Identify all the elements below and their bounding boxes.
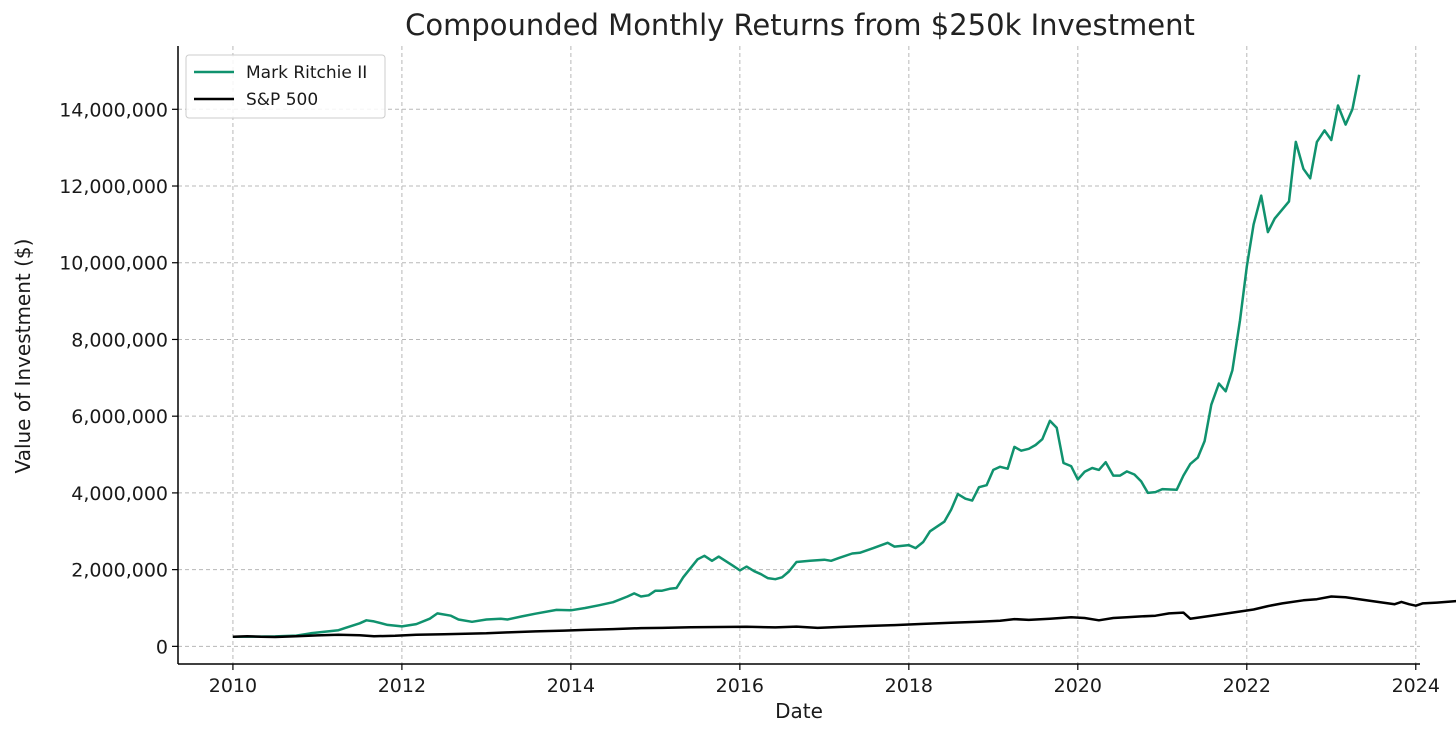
y-tick-label: 12,000,000 [59,176,168,198]
y-tick-label: 10,000,000 [59,253,168,275]
x-tick-label: 2012 [378,675,426,697]
chart-title: Compounded Monthly Returns from $250k In… [405,8,1195,42]
series-lines [232,74,1456,639]
series-line-sp500 [232,595,1456,639]
legend-label-mark-ritchie: Mark Ritchie II [246,63,367,83]
x-axis-ticks: 2010 2012 2014 2016 2018 2020 2022 2024 [209,664,1440,697]
x-tick-label: 2016 [716,675,764,697]
x-tick-label: 2024 [1392,675,1440,697]
y-tick-label: 0 [156,636,168,658]
legend-label-sp500: S&P 500 [246,90,318,110]
x-tick-label: 2010 [209,675,257,697]
legend: Mark Ritchie II S&P 500 [185,54,386,119]
x-tick-label: 2014 [547,675,595,697]
x-axis-title: Date [775,699,823,723]
y-tick-label: 8,000,000 [71,329,168,351]
axes [177,46,1420,665]
x-tick-label: 2018 [885,675,933,697]
x-tick-label: 2022 [1223,675,1271,697]
legend-box [185,54,386,119]
y-tick-label: 4,000,000 [71,483,168,505]
x-tick-label: 2020 [1054,675,1102,697]
y-tick-label: 2,000,000 [71,560,168,582]
series-line-mark-ritchie [232,74,1361,639]
y-axis-title: Value of Investment ($) [11,239,35,474]
y-axis-ticks: 0 2,000,000 4,000,000 6,000,000 8,000,000 10,… [59,99,178,658]
y-tick-label: 14,000,000 [59,99,168,121]
y-tick-label: 6,000,000 [71,406,168,428]
